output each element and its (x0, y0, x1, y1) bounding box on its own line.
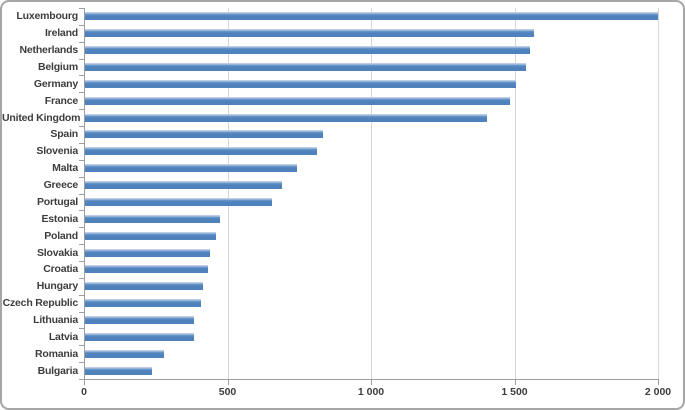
gridline (371, 8, 372, 379)
gridline (227, 8, 229, 379)
x-axis-line (84, 379, 659, 380)
bar-bulgaria (85, 366, 153, 375)
y-axis-tick (79, 311, 84, 313)
category-label: Croatia (43, 263, 78, 276)
category-label: Ireland (44, 27, 78, 40)
y-axis-tick (79, 142, 84, 144)
bar-croatia (85, 265, 209, 274)
category-label: France (44, 94, 78, 107)
gridline (514, 8, 516, 379)
y-axis-tick (79, 159, 84, 161)
y-axis-tick (79, 362, 84, 364)
category-label: Hungary (36, 280, 78, 293)
y-axis-tick (79, 210, 84, 212)
category-label: Germany (33, 77, 78, 90)
y-axis-tick (79, 328, 84, 330)
x-axis-tick (84, 380, 85, 385)
x-axis-tick-label: 1 000 (357, 386, 385, 398)
category-label: Slovakia (36, 246, 78, 259)
y-axis-tick (79, 294, 84, 296)
y-axis-tick (79, 379, 84, 380)
bar-germany (85, 79, 516, 88)
y-axis-tick (79, 8, 84, 9)
category-label: Czech Republic (2, 297, 79, 310)
bar-lithuania (85, 315, 195, 324)
category-label: Latvia (48, 330, 78, 343)
bar-hungary (85, 282, 203, 291)
bar-czech-republic (85, 299, 202, 308)
bar-malta (85, 164, 298, 173)
y-axis-tick (79, 176, 84, 178)
x-axis-tick (514, 380, 516, 385)
bar-latvia (85, 332, 195, 341)
x-axis-tick-label: 0 (81, 386, 87, 398)
x-axis-tick-label: 2 000 (644, 386, 672, 398)
category-label: Luxembourg (16, 10, 78, 23)
category-label: Spain (50, 128, 78, 141)
bar-slovakia (85, 248, 210, 257)
category-label: Estonia (41, 212, 78, 225)
category-label: Netherlands (19, 44, 79, 57)
x-axis-tick (227, 380, 229, 385)
category-label: Bulgaria (37, 364, 79, 377)
category-label: Poland (44, 229, 78, 242)
x-axis-tick-label: 500 (218, 386, 237, 398)
y-axis-tick (79, 58, 84, 60)
bar-united-kingdom (85, 113, 487, 122)
y-axis-tick (79, 24, 84, 26)
bar-greece (85, 181, 282, 190)
y-axis-tick (79, 193, 84, 195)
y-axis-tick (79, 277, 84, 279)
bar-spain (85, 130, 324, 139)
bar-portugal (85, 197, 272, 206)
category-label: Slovenia (36, 145, 78, 158)
category-label: Lithuania (33, 313, 78, 326)
category-label: Malta (52, 162, 78, 175)
category-label: Greece (43, 179, 79, 192)
y-axis-tick (79, 227, 84, 229)
x-axis-tick (658, 380, 659, 385)
bar-estonia (85, 214, 220, 223)
y-axis-tick (79, 126, 84, 128)
y-axis-tick (79, 345, 84, 347)
bar-luxembourg (85, 12, 658, 21)
bar-poland (85, 231, 216, 240)
category-label: Belgium (37, 61, 78, 74)
x-axis-tick (371, 380, 372, 385)
y-axis-tick (79, 109, 84, 111)
bar-netherlands (85, 46, 530, 55)
bar-romania (85, 349, 164, 358)
y-axis-tick (79, 41, 84, 43)
y-axis-tick (79, 260, 84, 262)
y-axis-tick (79, 244, 84, 246)
bar-ireland (85, 29, 535, 38)
bar-slovenia (85, 147, 318, 156)
category-label: United Kingdom (2, 111, 81, 124)
y-axis-line (84, 8, 85, 379)
bar-belgium (85, 63, 526, 72)
x-axis-tick-label: 1 500 (501, 386, 528, 398)
bar-france (85, 96, 510, 105)
y-axis-tick (79, 92, 84, 94)
y-axis-tick (79, 75, 84, 77)
gridline (658, 8, 659, 379)
category-label: Romania (35, 347, 78, 360)
category-label: Portugal (37, 195, 78, 208)
